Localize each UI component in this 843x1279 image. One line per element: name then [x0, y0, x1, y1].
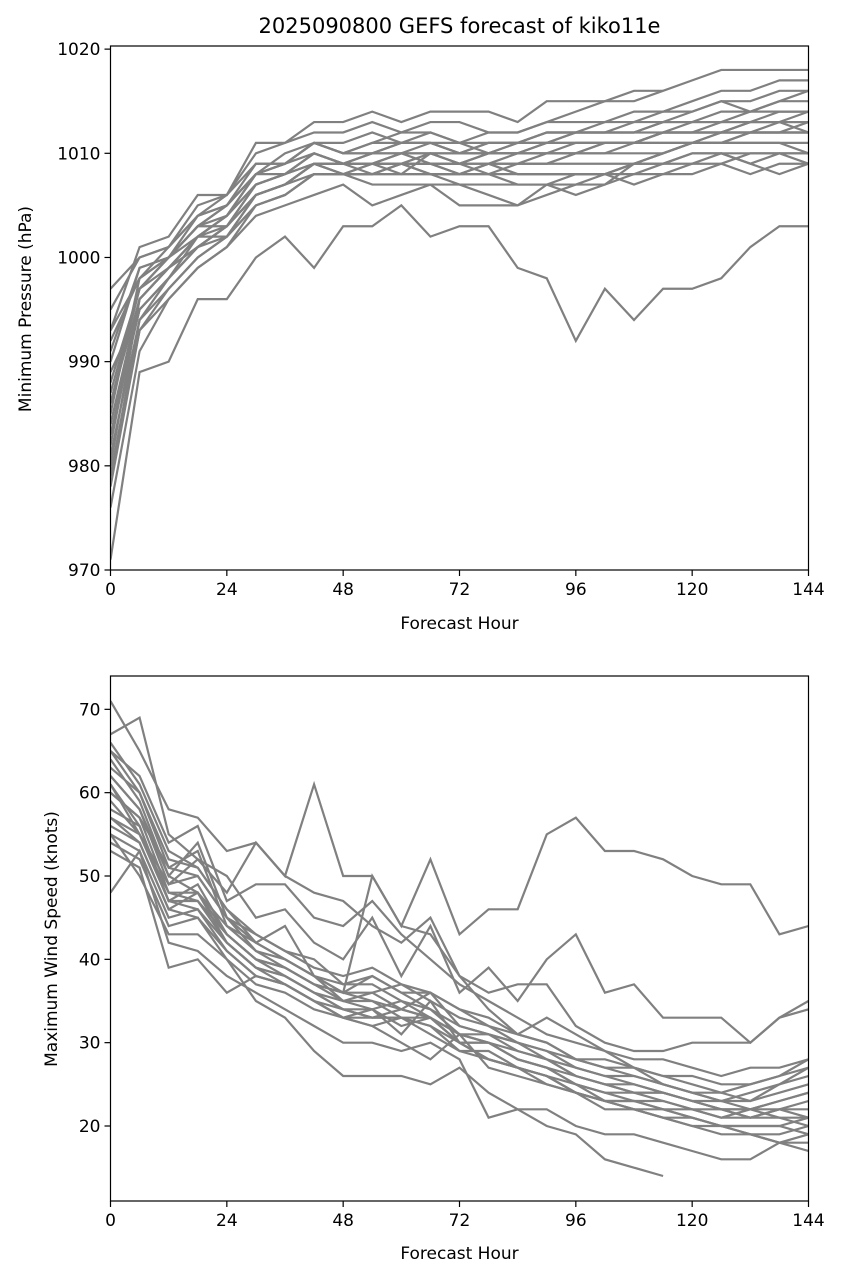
wind-series-layer	[110, 700, 809, 1178]
wind-x-tick-label: 72	[449, 1211, 471, 1231]
pressure-member-line-13	[110, 141, 809, 508]
pressure-y-tick-label: 990	[68, 353, 100, 373]
pressure-member-line-21	[110, 131, 809, 477]
wind-y-axis-label: Maximum Wind Speed (knots)	[42, 811, 62, 1067]
pressure-y-tick-label: 970	[68, 561, 100, 581]
wind-y-tick-label: 30	[79, 1034, 101, 1054]
pressure-x-tick-label: 96	[565, 580, 587, 600]
pressure-x-tick-label: 120	[676, 580, 708, 600]
wind-y-tick-label: 20	[79, 1117, 101, 1137]
wind-x-tick-label: 120	[676, 1211, 708, 1231]
wind-member-line-1	[110, 780, 809, 937]
pressure-member-line-2	[110, 89, 664, 331]
wind-member-line-3	[110, 700, 809, 1053]
wind-member-line-9	[110, 808, 809, 1103]
wind-y-tick-label: 40	[79, 950, 101, 970]
pressure-x-tick-label: 48	[332, 580, 354, 600]
wind-member-line-15	[110, 742, 809, 1119]
pressure-member-line-1	[110, 203, 809, 560]
pressure-member-line-23	[110, 89, 809, 352]
pressure-x-axis-label: Forecast Hour	[400, 614, 518, 634]
pressure-y-axis-label: Minimum Pressure (hPa)	[16, 206, 36, 412]
pressure-y-tick-label: 1020	[57, 40, 100, 60]
wind-member-line-5	[110, 750, 809, 1078]
wind-y-tick-label: 60	[79, 784, 101, 804]
wind-x-tick-label: 144	[792, 1211, 824, 1231]
pressure-plot-frame	[109, 45, 810, 571]
wind-y-tick-label: 50	[79, 867, 101, 887]
wind-member-line-17	[110, 848, 809, 1161]
wind-x-tick-label: 0	[105, 1211, 116, 1231]
pressure-x-tick-label: 144	[792, 580, 824, 600]
wind-member-line-2	[110, 833, 664, 1178]
pressure-y-tick-label: 1000	[57, 248, 100, 268]
pressure-y-tick-label: 1010	[57, 144, 100, 164]
pressure-member-line-16	[110, 152, 809, 477]
wind-x-tick-label: 48	[332, 1211, 354, 1231]
wind-x-tick-label: 24	[216, 1211, 238, 1231]
wind-x-axis-label: Forecast Hour	[400, 1244, 518, 1264]
wind-member-line-22	[110, 791, 809, 1144]
pressure-member-line-24	[110, 110, 809, 425]
wind-y-tick-label: 70	[79, 700, 101, 720]
pressure-x-tick-label: 72	[449, 580, 471, 600]
wind-plot-frame	[109, 675, 810, 1202]
pressure-x-tick-label: 0	[105, 580, 116, 600]
wind-member-line-4	[110, 715, 809, 1045]
pressure-member-line-15	[110, 152, 809, 373]
wind-member-line-10	[110, 816, 809, 1111]
pressure-ticks: 0 24 48 72 96 120 144 970 980 990 1000 1010 1020	[57, 40, 824, 600]
chart-title: 2025090800 GEFS forecast of kiko11e	[259, 14, 661, 38]
wind-x-tick-label: 96	[565, 1211, 587, 1231]
wind-ticks: 0 24 48 72 96 120 144 20 30 40 50 60 70	[79, 700, 825, 1231]
pressure-panel: 0 24 48 72 96 120 144 970 980 990 1000 1010 1020 For…	[16, 40, 825, 634]
pressure-member-line-19	[110, 152, 809, 394]
pressure-series-layer	[110, 68, 809, 560]
wind-panel: 0 24 48 72 96 120 144 20 30 40 50 60 70 Forecast Hou…	[42, 675, 825, 1264]
wind-member-line-23	[110, 750, 809, 1103]
pressure-x-tick-label: 24	[216, 580, 238, 600]
pressure-y-tick-label: 980	[68, 457, 100, 477]
